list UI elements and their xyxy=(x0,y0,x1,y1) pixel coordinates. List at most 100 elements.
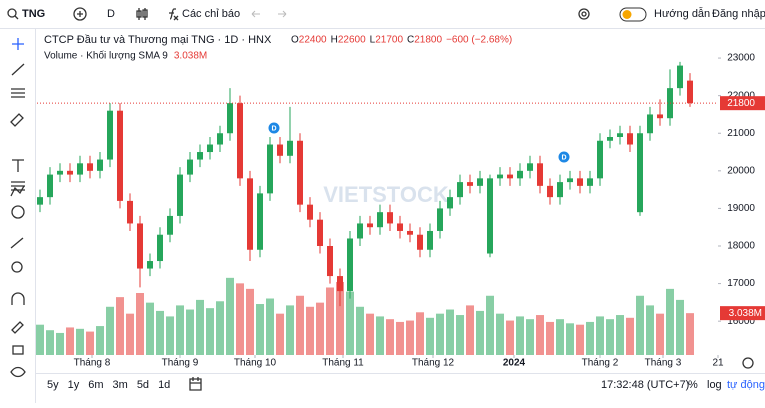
fib-tool[interactable] xyxy=(11,88,25,98)
volume-bar xyxy=(66,327,74,355)
candle-body xyxy=(227,103,233,134)
x-tick-label: Tháng 3 xyxy=(645,358,682,369)
volume-bar xyxy=(426,317,434,355)
volume-bar xyxy=(116,297,124,355)
symbol[interactable]: TNG xyxy=(22,8,45,20)
log-toggle[interactable]: log xyxy=(707,379,722,391)
search-icon[interactable] xyxy=(7,8,17,18)
clock: 17:32:48 (UTC+7) xyxy=(601,379,689,391)
volume-bar xyxy=(366,313,374,355)
axis-settings-icon[interactable] xyxy=(742,357,754,369)
ohlc-value: 22400 xyxy=(299,35,327,46)
legend: CTCP Đầu tư và Thương mại TNG · 1D · HNX… xyxy=(44,34,512,62)
candle-body xyxy=(267,144,273,194)
login-link[interactable]: Đăng nhập xyxy=(712,8,765,20)
magnet-tool[interactable] xyxy=(11,292,25,305)
line-tool[interactable] xyxy=(11,63,25,76)
volume-legend-value: 3.038M xyxy=(174,51,207,62)
brush-tool[interactable] xyxy=(10,113,24,127)
volume-bar xyxy=(276,313,284,355)
lock-tool[interactable] xyxy=(12,345,24,355)
volume-bar xyxy=(186,309,194,355)
candle-body xyxy=(457,182,463,198)
volume-bar xyxy=(436,313,444,355)
dividend-marker-dot xyxy=(558,151,570,163)
candle-body xyxy=(467,182,473,186)
zoom-tool[interactable] xyxy=(11,261,23,273)
y-tick-label: 17000 xyxy=(727,278,755,289)
x-tick-label: Tháng 11 xyxy=(322,358,364,369)
volume-bar xyxy=(346,291,354,355)
visibility-tool[interactable] xyxy=(10,366,26,378)
legend-title: CTCP Đầu tư và Thương mại TNG · 1D · HNX xyxy=(44,34,272,46)
theme-toggle-knob xyxy=(622,10,632,19)
add-icon[interactable] xyxy=(73,7,87,21)
volume-bar xyxy=(396,321,404,355)
candle-body xyxy=(637,133,643,213)
watermark: VIETSTOCK xyxy=(323,182,449,207)
candle-body xyxy=(427,230,433,250)
volume-bar xyxy=(256,304,264,355)
measure-tool[interactable] xyxy=(11,181,25,191)
y-tick-label: 19000 xyxy=(727,203,755,214)
indicators-button[interactable]: Các chỉ báo xyxy=(182,8,240,20)
candle-body xyxy=(37,197,43,205)
candle-body xyxy=(367,223,373,228)
volume-bar xyxy=(166,316,174,355)
last-price-label: 21800 xyxy=(727,98,755,109)
text-tool[interactable] xyxy=(12,159,24,172)
candle-body xyxy=(567,178,573,183)
emoji-tool[interactable] xyxy=(11,205,25,219)
range-button[interactable]: 6m xyxy=(88,379,103,391)
interval[interactable]: D xyxy=(107,8,115,20)
volume-last-label: 3.038M xyxy=(729,308,762,319)
dividend-marker[interactable]: D xyxy=(558,151,570,163)
range-button[interactable]: 5y xyxy=(47,379,59,391)
dividend-marker[interactable]: D xyxy=(268,122,280,134)
volume-bar xyxy=(56,332,64,355)
volume-last-box xyxy=(720,306,765,321)
candle-body xyxy=(517,170,523,179)
candle-body xyxy=(627,133,633,145)
undo-icon[interactable] xyxy=(251,10,260,18)
candle-body xyxy=(397,223,403,231)
candle-body xyxy=(177,174,183,216)
candle-body xyxy=(607,137,613,141)
range-button[interactable]: 1y xyxy=(68,379,80,391)
y-tick-label: 21000 xyxy=(727,128,755,139)
guide-link[interactable]: Hướng dẫn xyxy=(654,7,710,20)
volume-bar xyxy=(546,321,554,355)
percent-toggle[interactable]: % xyxy=(688,379,698,391)
volume-bar xyxy=(466,305,474,355)
ohlc-key: H xyxy=(331,35,338,46)
candle-body xyxy=(487,178,493,254)
redo-icon[interactable] xyxy=(278,10,287,18)
volume-bar xyxy=(146,302,154,355)
candle-body xyxy=(197,152,203,160)
settings-icon xyxy=(581,11,587,17)
candle-body xyxy=(657,114,663,119)
volume-bar xyxy=(306,306,314,355)
volume-bar xyxy=(626,317,634,355)
volume-bar xyxy=(616,315,624,355)
ruler-tool[interactable] xyxy=(10,237,24,249)
volume-bar xyxy=(336,281,344,355)
candle-body xyxy=(87,163,93,171)
candle-body xyxy=(647,114,653,134)
volume-bar xyxy=(686,313,694,355)
candle-body xyxy=(417,234,423,250)
chart-type-icon[interactable] xyxy=(136,8,148,20)
range-button[interactable]: 5d xyxy=(137,379,149,391)
volume-bar xyxy=(536,315,544,355)
range-button[interactable]: 3m xyxy=(113,379,128,391)
auto-toggle[interactable]: tự động xyxy=(727,379,765,391)
range-button[interactable]: 1d xyxy=(158,379,170,391)
volume-bar xyxy=(196,299,204,355)
volume-bar xyxy=(676,299,684,355)
settings-icon[interactable] xyxy=(578,8,590,20)
goto-date-icon[interactable] xyxy=(189,377,202,391)
crosshair-tool[interactable] xyxy=(12,38,24,50)
volume-bar xyxy=(666,288,674,355)
lock-drawing-tool[interactable] xyxy=(11,321,24,334)
